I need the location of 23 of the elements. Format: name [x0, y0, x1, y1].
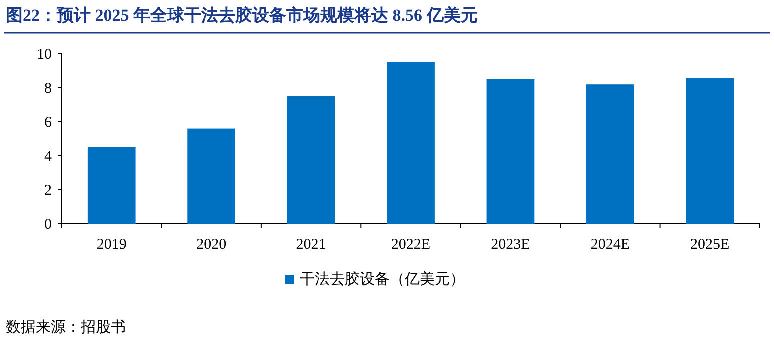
y-tick-label: 4: [44, 149, 52, 165]
x-tick-label: 2024E: [590, 237, 630, 253]
bar: [387, 62, 435, 224]
source-note: 数据来源：招股书: [6, 319, 126, 336]
legend-label: 干法去胶设备（亿美元）: [300, 271, 465, 288]
bar: [486, 80, 535, 224]
x-tick-label: 2022E: [391, 237, 431, 253]
x-tick-label: 2023E: [491, 237, 530, 253]
bar: [686, 78, 734, 224]
chart-title: 图22：预计 2025 年全球干法去胶设备市场规模将达 8.56 亿美元: [6, 6, 478, 25]
bar: [586, 84, 634, 224]
y-tick-label: 10: [37, 47, 52, 63]
y-tick-label: 2: [44, 183, 52, 199]
bar: [287, 96, 336, 224]
y-tick-label: 8: [44, 81, 52, 97]
bar: [88, 148, 136, 224]
y-tick-label: 0: [44, 217, 52, 233]
x-tick-label: 2020: [196, 237, 227, 253]
y-tick-label: 6: [44, 115, 52, 131]
x-tick-label: 2019: [96, 237, 127, 253]
x-tick-label: 2025E: [690, 237, 730, 253]
bar: [188, 128, 236, 224]
x-tick-label: 2021: [296, 237, 326, 253]
